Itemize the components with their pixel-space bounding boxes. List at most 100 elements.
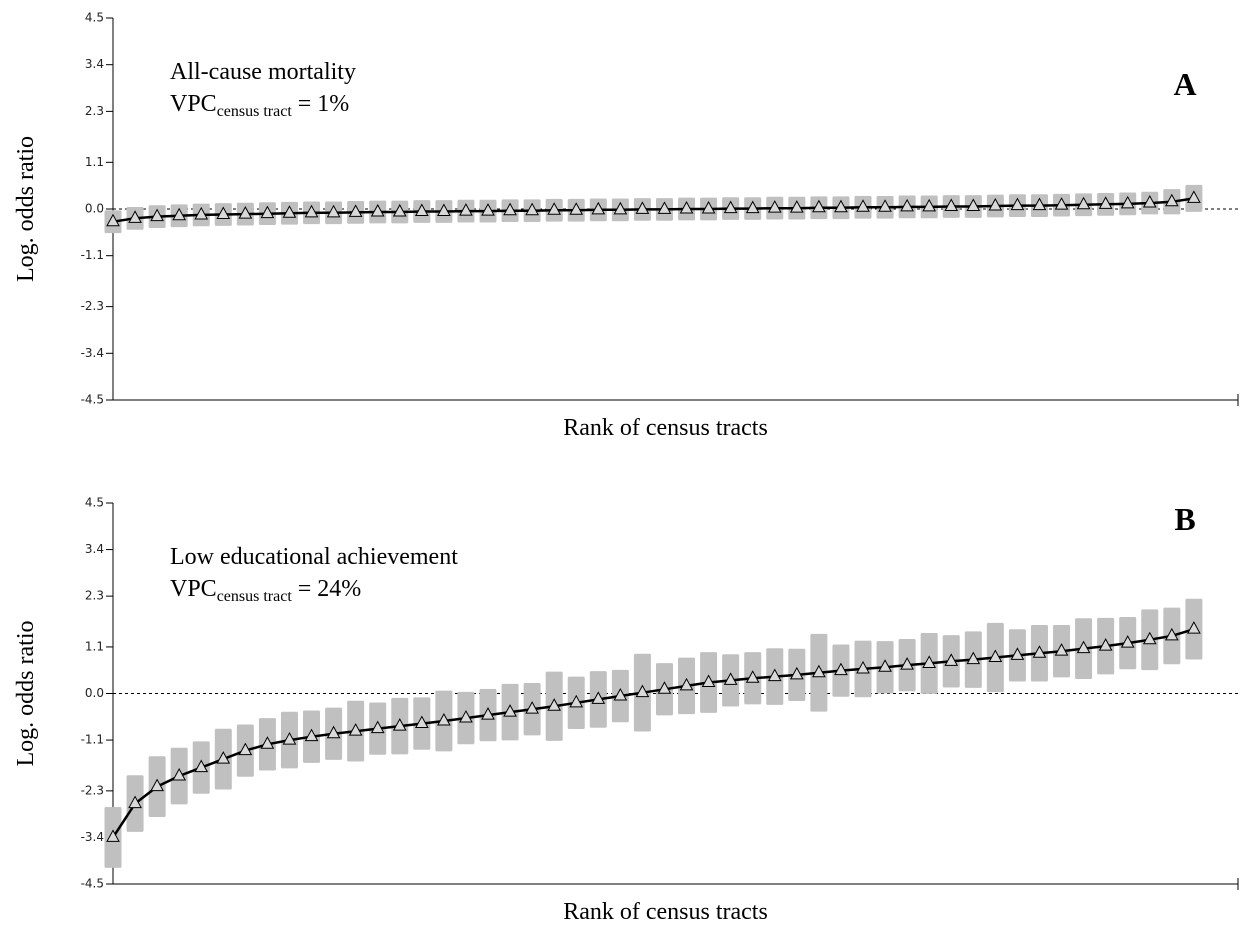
marker — [1142, 195, 1157, 208]
marker — [723, 200, 738, 214]
y-tick-label: 1.1 — [85, 639, 104, 653]
marker — [944, 198, 959, 211]
marker — [789, 666, 804, 680]
marker — [988, 197, 1003, 211]
y-axis-label: Log. odds ratio — [13, 621, 39, 767]
marker — [1164, 193, 1179, 207]
marker — [1187, 621, 1201, 634]
marker — [326, 725, 341, 739]
marker — [966, 198, 981, 211]
vpc-sub: census tract — [217, 588, 293, 605]
y-axis-label: Log. odds ratio — [13, 136, 39, 282]
y-tick-label: -3.4 — [81, 830, 104, 844]
y-tick-label: -3.4 — [81, 346, 104, 360]
marker — [194, 759, 209, 773]
marker — [1187, 190, 1201, 203]
marker — [1120, 195, 1135, 209]
marker — [1098, 196, 1113, 209]
marker — [723, 672, 738, 685]
y-tick-label: -4.5 — [81, 393, 104, 407]
marker — [1076, 640, 1091, 654]
y-tick-label: 3.4 — [85, 542, 104, 556]
marker — [459, 710, 473, 723]
marker — [834, 199, 848, 213]
marker — [260, 205, 275, 219]
y-tick-label: -2.3 — [81, 783, 104, 797]
marker — [988, 649, 1003, 663]
marker — [238, 742, 253, 756]
marker — [392, 203, 407, 217]
x-axis-label: Rank of census tracts — [563, 415, 768, 441]
marker — [679, 677, 694, 691]
marker — [966, 651, 981, 665]
marker — [944, 653, 959, 666]
y-tick-label: -4.5 — [81, 877, 104, 891]
marker — [900, 657, 914, 670]
marker — [150, 208, 164, 222]
y-tick-label: -1.1 — [81, 733, 104, 747]
marker — [238, 206, 253, 219]
y-tick-label: 4.5 — [85, 496, 104, 510]
marker — [745, 670, 760, 683]
marker — [1164, 627, 1179, 641]
marker — [370, 203, 385, 217]
marker — [172, 768, 187, 781]
y-tick-label: 0.0 — [85, 202, 104, 216]
marker — [437, 712, 451, 726]
marker — [1054, 643, 1069, 656]
y-tick-label: 1.1 — [85, 155, 104, 169]
vpc-rest: = 24% — [298, 576, 362, 602]
marker — [812, 199, 826, 213]
marker — [613, 687, 628, 701]
marker — [767, 668, 782, 682]
marker — [1120, 635, 1135, 648]
marker — [834, 662, 848, 676]
annotation: All-cause mortality — [170, 59, 356, 85]
marker — [106, 829, 120, 842]
marker — [481, 203, 495, 216]
marker — [304, 728, 319, 742]
marker — [591, 201, 606, 215]
y-tick-label: 4.5 — [85, 11, 104, 25]
marker — [1032, 645, 1047, 658]
marker — [282, 205, 297, 218]
marker — [216, 206, 231, 220]
vpc-rest: = 1% — [298, 91, 350, 117]
marker — [856, 660, 870, 674]
y-tick-label: 3.4 — [85, 57, 104, 71]
marker — [503, 704, 517, 717]
marker — [569, 694, 584, 708]
x-axis-label: Rank of census tracts — [563, 899, 768, 925]
marker — [922, 198, 937, 212]
marker — [503, 202, 517, 216]
vpc-main: VPC — [170, 91, 217, 117]
marker — [679, 200, 694, 214]
vpc-main: VPC — [170, 576, 217, 602]
marker — [701, 200, 716, 214]
marker — [922, 655, 937, 668]
marker — [1098, 638, 1113, 651]
marker — [392, 718, 407, 731]
marker — [260, 736, 275, 749]
marker — [481, 707, 495, 720]
marker — [1054, 197, 1069, 210]
panel-label: B — [1174, 501, 1195, 537]
marker — [900, 198, 914, 212]
marker — [591, 691, 606, 704]
marker — [635, 684, 650, 698]
marker — [767, 200, 782, 213]
marker — [348, 723, 363, 736]
marker — [150, 778, 164, 792]
vpc-label: VPCcensus tract = 1% — [170, 91, 349, 120]
marker — [437, 203, 451, 217]
y-tick-label: 2.3 — [85, 104, 104, 118]
marker — [878, 199, 892, 212]
marker — [1142, 631, 1157, 645]
marker — [128, 795, 142, 809]
marker — [282, 732, 297, 745]
marker — [1076, 196, 1091, 210]
marker — [635, 201, 650, 214]
y-tick-label: -2.3 — [81, 299, 104, 313]
